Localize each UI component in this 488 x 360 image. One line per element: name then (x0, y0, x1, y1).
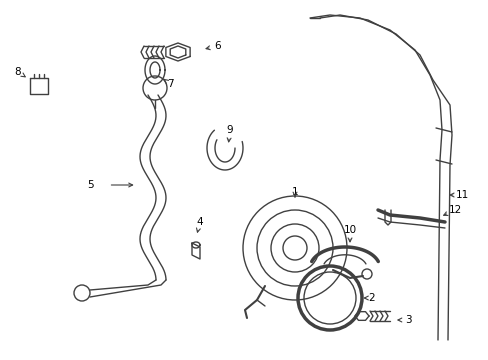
Text: 5: 5 (86, 180, 93, 190)
Text: 7: 7 (166, 79, 173, 89)
Text: 1: 1 (291, 187, 298, 197)
Text: 12: 12 (447, 205, 461, 215)
Text: 10: 10 (343, 225, 356, 235)
Text: 9: 9 (226, 125, 233, 135)
Text: 4: 4 (196, 217, 203, 227)
Text: 6: 6 (214, 41, 221, 51)
Text: 11: 11 (454, 190, 468, 200)
Text: 2: 2 (368, 293, 375, 303)
Text: 8: 8 (15, 67, 21, 77)
Text: 3: 3 (404, 315, 410, 325)
